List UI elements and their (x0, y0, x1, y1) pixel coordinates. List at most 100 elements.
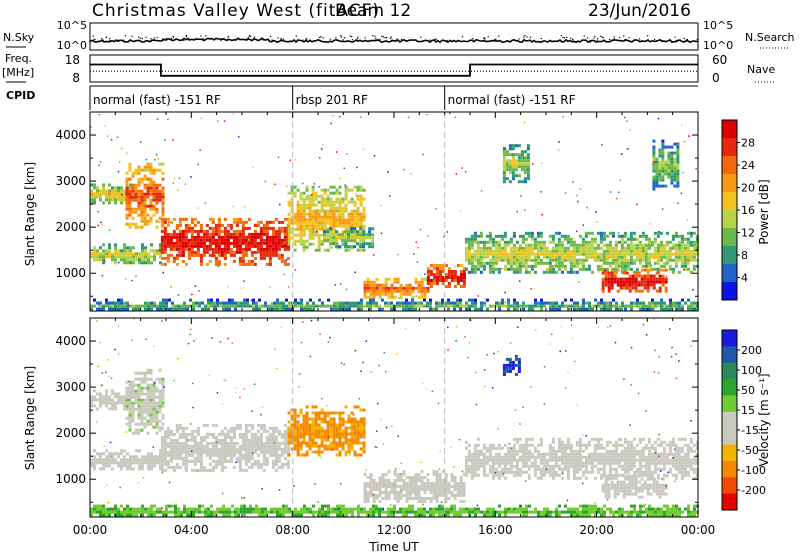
heatmap-speck (278, 157, 280, 159)
heatmap-cell (255, 302, 258, 305)
nsky-speck (319, 37, 320, 38)
heatmap-cell (513, 268, 516, 271)
heatmap-cell (147, 187, 150, 190)
heatmap-cell (266, 224, 269, 227)
heatmap-cell (333, 201, 336, 204)
heatmap-cell (582, 308, 585, 311)
heatmap-cell (342, 302, 345, 305)
heatmap-cell (263, 224, 266, 227)
heatmap-cell (120, 255, 123, 258)
heatmap-cell (360, 427, 363, 430)
heatmap-cell (465, 456, 468, 459)
heatmap-cell (144, 455, 147, 458)
heatmap-cell (129, 467, 132, 470)
heatmap-speck (509, 269, 511, 271)
heatmap-cell (218, 254, 221, 257)
heatmap-cell (658, 170, 661, 173)
heatmap-cell (486, 235, 489, 238)
heatmap-cell (221, 469, 224, 472)
heatmap-cell (297, 305, 300, 308)
heatmap-cell (636, 302, 639, 305)
heatmap-cell (521, 153, 524, 156)
heatmap-cell (251, 463, 254, 466)
heatmap-cell (345, 406, 348, 409)
heatmap-cell (254, 436, 257, 439)
heatmap-cell (251, 442, 254, 445)
heatmap-cell (665, 287, 668, 290)
heatmap-cell (367, 491, 370, 494)
heatmap-cell (333, 305, 336, 308)
heatmap-cell (661, 176, 664, 179)
heatmap-cell (477, 241, 480, 244)
heatmap-cell (99, 246, 102, 249)
heatmap-cell (351, 219, 354, 222)
heatmap-cell (657, 250, 660, 253)
heatmap-cell (330, 427, 333, 430)
heatmap-cell (209, 448, 212, 451)
heatmap-cell (336, 305, 339, 308)
heatmap-cell (621, 268, 624, 271)
heatmap-cell (655, 173, 658, 176)
heatmap-cell (451, 476, 454, 479)
heatmap-cell (144, 214, 147, 217)
heatmap-cell (312, 201, 315, 204)
heatmap-cell (518, 180, 521, 183)
heatmap-cell (438, 302, 441, 305)
heatmap-cell (415, 473, 418, 476)
heatmap-cell (421, 485, 424, 488)
heatmap-cell (156, 378, 159, 381)
heatmap-cell (459, 302, 462, 305)
heatmap-cell (370, 479, 373, 482)
heatmap-cell (385, 497, 388, 500)
heatmap-cell (230, 454, 233, 457)
heatmap-cell (370, 284, 373, 287)
heatmap-cell (156, 390, 159, 393)
heatmap-cell (379, 287, 382, 290)
heatmap-cell (424, 485, 427, 488)
heatmap-cell (150, 402, 153, 405)
heatmap-cell (681, 244, 684, 247)
heatmap-cell (170, 439, 173, 442)
heatmap-cell (582, 244, 585, 247)
heatmap-cell (621, 241, 624, 244)
heatmap-cell (651, 305, 654, 308)
heatmap-cell (537, 262, 540, 265)
heatmap-cell (537, 247, 540, 250)
heatmap-cell (164, 469, 167, 472)
heatmap-cell (513, 244, 516, 247)
heatmap-cell (263, 445, 266, 448)
heatmap-cell (403, 293, 406, 296)
heatmap-cell (510, 238, 513, 241)
heatmap-cell (126, 193, 129, 196)
heatmap-cell (206, 433, 209, 436)
heatmap-cell (191, 439, 194, 442)
heatmap-cell (363, 421, 366, 424)
heatmap-cell (516, 247, 519, 250)
heatmap-cell (439, 279, 442, 282)
heatmap-cell (105, 449, 108, 452)
heatmap-cell (141, 455, 144, 458)
heatmap-cell (360, 418, 363, 421)
heatmap-cell (345, 222, 348, 225)
heatmap-cell (451, 270, 454, 273)
heatmap-cell (403, 494, 406, 497)
heatmap-cell (123, 255, 126, 258)
heatmap-cell (167, 430, 170, 433)
heatmap-cell (549, 256, 552, 259)
heatmap-cell (212, 236, 215, 239)
heatmap-cell (379, 476, 382, 479)
heatmap-cell (588, 302, 591, 305)
heatmap-speck (691, 255, 693, 257)
heatmap-cell (370, 290, 373, 293)
heatmap-cell (233, 221, 236, 224)
heatmap-cell (468, 444, 471, 447)
heatmap-cell (297, 415, 300, 418)
heatmap-cell (96, 458, 99, 461)
heatmap-cell (321, 433, 324, 436)
heatmap-cell (639, 241, 642, 244)
heatmap-cell (275, 233, 278, 236)
heatmap-cell (327, 219, 330, 222)
colorbar-swatch (722, 246, 737, 265)
heatmap-cell (147, 302, 150, 305)
heatmap-cell (664, 173, 667, 176)
